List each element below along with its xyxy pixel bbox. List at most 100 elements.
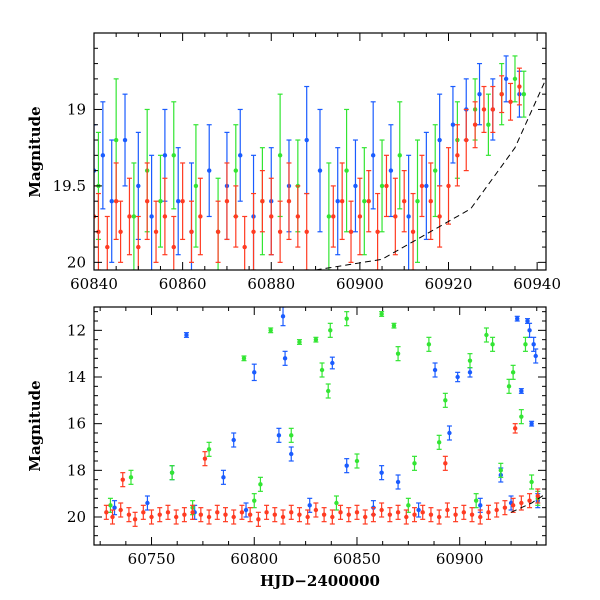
bottom-green-point bbox=[506, 378, 512, 394]
top-green-point bbox=[326, 162, 332, 270]
top-red-point bbox=[516, 67, 522, 106]
top-blue-point bbox=[335, 147, 341, 256]
bottom-red-point bbox=[346, 507, 352, 523]
bottom-green-point bbox=[467, 353, 473, 369]
bottom-red-point bbox=[198, 507, 204, 523]
bottom-green-point bbox=[268, 327, 274, 334]
bottom-green-point bbox=[344, 311, 350, 327]
top-blue-point bbox=[388, 124, 394, 218]
bottom-green-point bbox=[313, 336, 319, 343]
top-blue-point bbox=[100, 101, 106, 210]
top-red-point bbox=[410, 192, 416, 270]
top-red-point bbox=[437, 185, 443, 248]
bottom-green-point bbox=[128, 469, 134, 485]
top-y-tick-label: 19 bbox=[67, 100, 86, 118]
top-red-point bbox=[162, 177, 168, 256]
bottom-red-point bbox=[370, 507, 376, 523]
bottom-red-point bbox=[255, 511, 261, 527]
top-x-tick-label: 60880 bbox=[247, 275, 295, 293]
bottom-red-point bbox=[338, 504, 344, 520]
top-red-point bbox=[144, 162, 150, 241]
bottom-blue-point bbox=[514, 315, 520, 322]
top-red-point bbox=[188, 200, 194, 263]
bottom-blue-point bbox=[276, 427, 282, 443]
bottom-blue-point bbox=[251, 363, 257, 382]
bottom-blue-point bbox=[525, 318, 531, 324]
bottom-blue-point bbox=[416, 502, 422, 518]
top-red-point bbox=[330, 185, 336, 248]
bottom-panel-x-axis-title: HJD−2400000 bbox=[260, 572, 380, 590]
bottom-blue-point bbox=[432, 362, 438, 378]
bottom-red-point bbox=[181, 507, 187, 523]
bottom-blue-point bbox=[243, 502, 249, 518]
bottom-panel-axes: 60750 60800 60850 60900 12 14 16 18 20 bbox=[67, 307, 546, 568]
top-green-point bbox=[512, 55, 518, 103]
bottom-blue-point bbox=[231, 432, 237, 448]
bottom-green-point bbox=[510, 364, 516, 380]
top-red-point bbox=[104, 215, 110, 270]
top-red-point bbox=[242, 215, 248, 270]
bottom-blue-point bbox=[288, 446, 294, 462]
top-green-point bbox=[344, 108, 350, 233]
top-red-point bbox=[295, 185, 301, 248]
top-y-tick-label: 19.5 bbox=[53, 177, 86, 195]
bottom-red-point bbox=[296, 507, 302, 523]
bottom-green-point bbox=[442, 392, 448, 408]
top-red-point bbox=[113, 162, 119, 241]
bottom-red-point bbox=[444, 502, 450, 518]
bottom-green-point bbox=[529, 474, 535, 490]
bottom-red-point bbox=[140, 504, 146, 520]
top-blue-point bbox=[370, 101, 376, 210]
bottom-panel-frame bbox=[93, 306, 547, 546]
bottom-green-point bbox=[354, 453, 360, 469]
bottom-green-point bbox=[498, 462, 504, 478]
bottom-red-point bbox=[477, 509, 483, 525]
top-blue-point bbox=[149, 154, 155, 270]
bottom-y-tick-label: 14 bbox=[67, 368, 86, 386]
bottom-green-point bbox=[473, 493, 479, 509]
bottom-blue-point bbox=[527, 322, 533, 338]
bottom-red-point bbox=[512, 423, 518, 434]
top-y-tick-label: 20 bbox=[67, 253, 86, 271]
top-panel-frame bbox=[93, 32, 547, 271]
bottom-red-point bbox=[436, 509, 442, 525]
top-green-point bbox=[521, 70, 527, 118]
bottom-red-point bbox=[247, 507, 253, 523]
top-red-point bbox=[472, 101, 478, 149]
bottom-red-point bbox=[535, 488, 541, 504]
top-red-point bbox=[339, 162, 345, 241]
top-red-point bbox=[233, 185, 239, 248]
top-red-point bbox=[499, 75, 505, 114]
top-blue-point bbox=[175, 147, 181, 256]
bottom-red-point bbox=[403, 509, 409, 525]
bottom-blue-point bbox=[280, 307, 286, 327]
bottom-red-point bbox=[469, 507, 475, 523]
bottom-green-point bbox=[490, 336, 496, 352]
top-panel-axes: 60840 60860 60880 60900 60920 60940 19 19.5 20 bbox=[53, 32, 561, 293]
top-green-point bbox=[361, 147, 367, 256]
bottom-red-point bbox=[157, 507, 163, 523]
bottom-red-point bbox=[485, 504, 491, 520]
top-red-point bbox=[366, 170, 372, 233]
bottom-green-point bbox=[518, 409, 524, 425]
bottom-red-point bbox=[109, 509, 115, 525]
bottom-red-point bbox=[379, 502, 385, 518]
top-red-point bbox=[251, 192, 257, 270]
top-red-point bbox=[428, 162, 434, 241]
bottom-red-point bbox=[231, 509, 237, 525]
bottom-red-point bbox=[173, 509, 179, 525]
bottom-red-point bbox=[264, 504, 270, 520]
bottom-panel: 60750 60800 60850 60900 12 14 16 18 20 Magnitude… bbox=[26, 306, 547, 590]
bottom-red-point bbox=[527, 493, 533, 509]
top-panel-data-points bbox=[94, 55, 527, 270]
top-blue-point bbox=[304, 85, 310, 195]
bottom-red-point bbox=[329, 509, 335, 525]
bottom-red-point bbox=[118, 502, 124, 518]
bottom-red-point bbox=[305, 509, 311, 525]
bottom-x-tick-label: 60800 bbox=[230, 550, 278, 568]
bottom-red-point bbox=[222, 507, 228, 523]
top-red-point bbox=[215, 200, 221, 263]
top-blue-point bbox=[406, 154, 412, 270]
top-red-point bbox=[153, 200, 159, 263]
top-green-point bbox=[171, 101, 177, 210]
